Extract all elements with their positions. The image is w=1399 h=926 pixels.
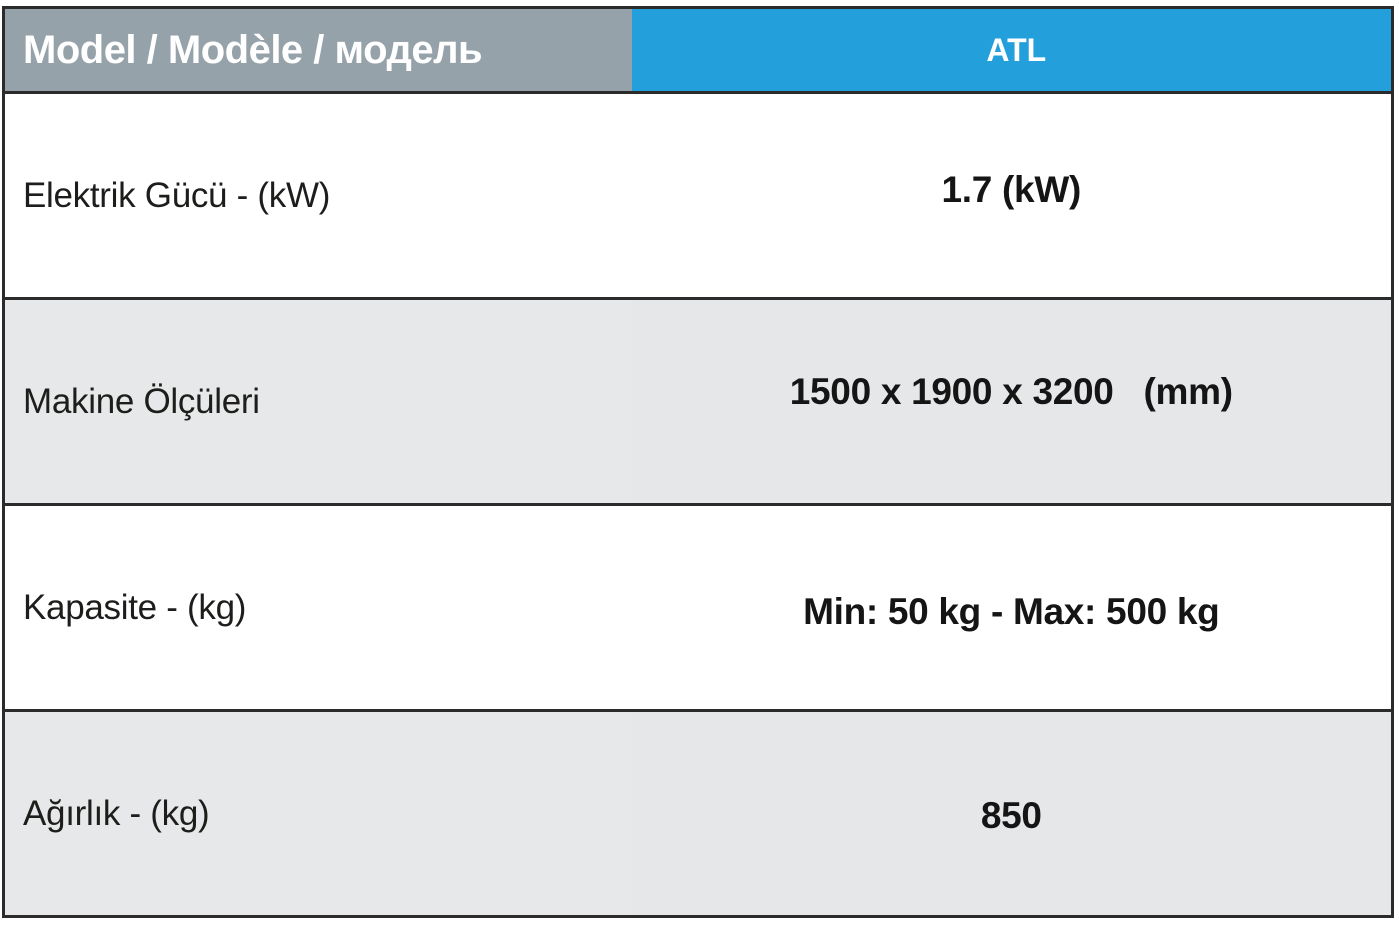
header-model-label: Model / Modèle / модель	[3, 7, 632, 94]
value-text: 1.7 (kW)	[941, 168, 1082, 210]
row-value-power: 1.7 (kW)	[631, 92, 1393, 300]
table-row: Makine Ölçüleri 1500 x 1900 x 3200 (mm)	[3, 298, 1393, 506]
table-header-row: Model / Modèle / модель ATL	[3, 7, 1393, 94]
row-value-dimensions: 1500 x 1900 x 3200 (mm)	[631, 298, 1393, 506]
row-value-weight: 850	[631, 710, 1393, 917]
value-text: 850	[980, 794, 1042, 836]
row-value-capacity: Min: 50 kg - Max: 500 kg	[631, 504, 1393, 712]
row-label-weight: Ağırlık - (kg)	[3, 710, 632, 917]
value-text: 1500 x 1900 x 3200 (mm)	[789, 370, 1233, 412]
table-row: Elektrik Gücü - (kW) 1.7 (kW)	[3, 92, 1393, 300]
row-label-dimensions: Makine Ölçüleri	[3, 298, 632, 506]
spec-table: Model / Modèle / модель ATL Elektrik Güc…	[2, 6, 1394, 918]
table-row: Kapasite - (kg) Min: 50 kg - Max: 500 kg	[3, 504, 1393, 712]
header-model-name: ATL	[631, 7, 1393, 94]
row-label-power: Elektrik Gücü - (kW)	[3, 92, 632, 300]
table-row: Ağırlık - (kg) 850	[3, 710, 1393, 917]
value-text: Min: 50 kg - Max: 500 kg	[803, 590, 1220, 632]
row-label-capacity: Kapasite - (kg)	[3, 504, 632, 712]
